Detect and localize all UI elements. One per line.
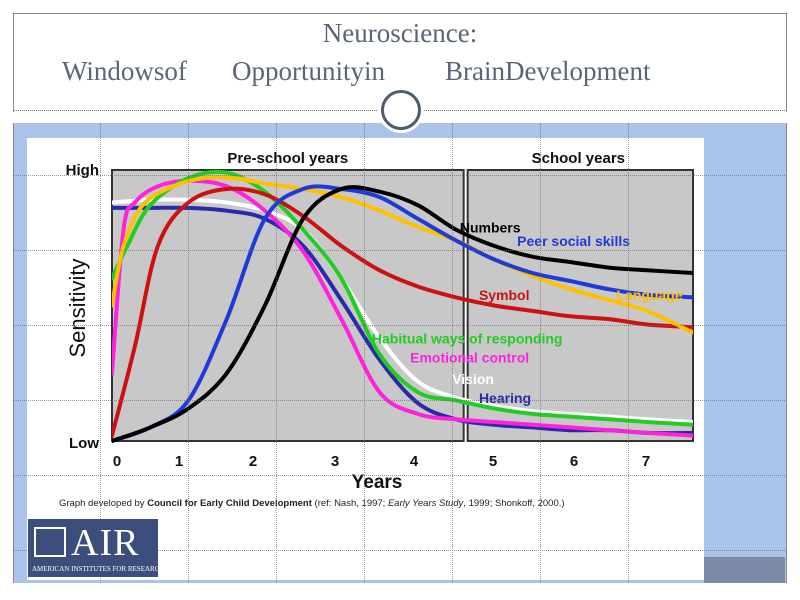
slide-grid-line <box>13 175 785 176</box>
series-line-numbers <box>112 185 693 443</box>
title-word-3: BrainDevelopment <box>445 56 651 86</box>
slide-grid-line <box>364 123 365 583</box>
footer-bar <box>704 557 785 583</box>
x-tick-label: 1 <box>175 453 183 470</box>
slide-title: Neuroscience: <box>322 18 478 48</box>
x-tick-label: 6 <box>570 453 578 470</box>
slide-grid-line <box>276 123 277 583</box>
section-label-school: School years <box>532 150 625 167</box>
title-word-2: Opportunityin <box>232 56 385 86</box>
x-tick-label: 2 <box>249 453 257 470</box>
air-logo: AIR AMERICAN INSTITUTES FOR RESEARCH <box>28 519 165 577</box>
series-label-habitual-ways-of-responding: Habitual ways of responding <box>372 330 563 346</box>
series-line-emotional-control <box>112 178 693 438</box>
x-tick-label: 3 <box>331 453 339 470</box>
y-axis-label: Sensitivity <box>65 258 90 357</box>
series-line-peer-social-skills <box>112 184 693 443</box>
chart-caption: Graph developed by Council for Early Chi… <box>59 498 565 509</box>
caption-part-4: , 1999; Shonkoff, 2000.) <box>463 498 564 509</box>
section-label-preschool: Pre-school years <box>227 150 348 167</box>
chart-container: Pre-school years School years High Low Sensi… <box>27 138 704 580</box>
series-label-hearing: Hearing <box>479 390 531 406</box>
air-logo-text: AIR <box>71 522 140 564</box>
y-tick-low: Low <box>69 435 99 452</box>
series-line-vision <box>112 197 693 424</box>
caption-part-1: Council for Early Child Development <box>147 498 313 509</box>
series-label-numbers: Numbers <box>460 219 521 235</box>
series-label-language: Language <box>617 287 683 303</box>
series-label-symbol: Symbol <box>479 287 530 303</box>
air-logo-subtext: AMERICAN INSTITUTES FOR RESEARCH <box>32 565 165 573</box>
slide-grid-line <box>13 475 785 476</box>
slide-grid-line <box>13 250 785 251</box>
series-line-symbol <box>112 186 693 438</box>
y-tick-high: High <box>66 162 99 179</box>
slide-grid-line <box>13 400 785 401</box>
slide-grid-line <box>628 123 629 583</box>
slide-grid-line <box>540 123 541 583</box>
caption-part-2: (ref: Nash, 1997; <box>312 498 388 509</box>
slide-grid-line <box>188 123 189 583</box>
series-label-peer-social-skills: Peer social skills <box>517 233 630 249</box>
slide-grid-line <box>13 550 785 551</box>
slide-grid-line <box>13 325 785 326</box>
series-label-emotional-control: Emotional control <box>410 349 529 365</box>
air-logo-mark-icon <box>34 527 66 557</box>
x-tick-label: 4 <box>410 453 419 470</box>
slide-grid-line <box>100 123 101 583</box>
x-tick-label: 0 <box>113 453 121 470</box>
title-word-1: Windowsof <box>62 56 187 86</box>
circle-ornament-icon <box>381 90 421 130</box>
series-label-vision: Vision <box>452 371 494 387</box>
slide-grid-line <box>452 123 453 583</box>
x-tick-label: 7 <box>642 453 650 470</box>
caption-part-0: Graph developed by <box>59 498 147 509</box>
series-line-language <box>112 175 693 335</box>
sensitivity-chart: Pre-school years School years High Low Sensi… <box>59 150 694 509</box>
x-tick-label: 5 <box>489 453 497 470</box>
caption-part-3: Early Years Study <box>388 498 465 509</box>
